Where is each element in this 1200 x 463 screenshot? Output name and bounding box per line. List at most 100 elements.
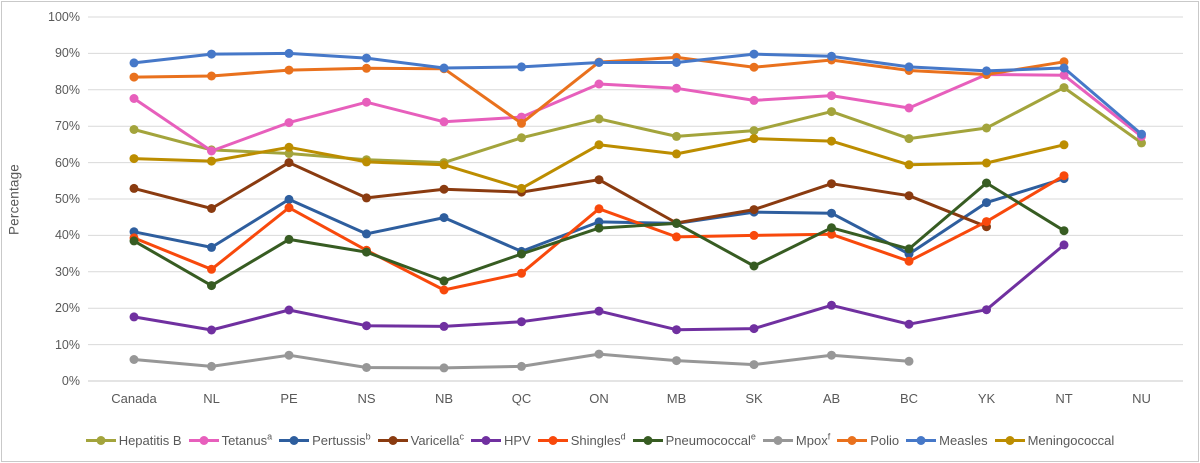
- data-point-pneumococcal-ON: [594, 223, 604, 233]
- data-point-tetanus-SK: [749, 95, 759, 105]
- data-point-shingles-PE: [284, 203, 294, 213]
- data-point-measles-QC: [517, 62, 526, 72]
- data-point-meningococcal-NS: [362, 157, 371, 167]
- data-point-varicella-ON: [594, 175, 604, 185]
- legend-superscript-mpox: f: [827, 431, 831, 442]
- series-line-hepatitis-b: [132, 86, 1143, 165]
- data-point-polio-NL: [207, 71, 216, 81]
- y-tick-label-40: 40%: [54, 228, 80, 243]
- data-point-tetanus-AB: [827, 91, 836, 101]
- data-point-shingles-QC: [517, 268, 526, 278]
- data-point-pneumococcal-PE: [284, 234, 294, 244]
- legend-marker-mpox: [762, 435, 793, 445]
- data-point-pneumococcal-NL: [207, 281, 216, 291]
- data-point-hepatitis-b-Canada: [129, 125, 139, 134]
- data-point-meningococcal-YK: [982, 158, 991, 168]
- data-point-meningococcal-AB: [827, 136, 836, 146]
- data-point-pertussis-NL: [207, 242, 216, 252]
- data-point-polio-NS: [362, 63, 371, 73]
- data-point-measles-AB: [827, 51, 836, 61]
- data-point-hpv-Canada: [129, 312, 139, 322]
- data-point-hpv-SK: [749, 324, 759, 334]
- data-point-shingles-ON: [594, 204, 604, 214]
- series-line-pertussis: [132, 177, 1066, 256]
- legend-item-hepatitis-b: Hepatitis B: [85, 433, 182, 448]
- legend-label-measles: Measles: [939, 432, 988, 448]
- legend-marker-tetanus: [188, 435, 219, 445]
- series-tetanus: [129, 70, 1146, 156]
- data-point-mpox-Canada: [129, 355, 139, 364]
- data-point-mpox-AB: [827, 350, 836, 360]
- series-line-pneumococcal: [132, 181, 1066, 288]
- x-axis-label-yk: YK: [977, 391, 996, 406]
- data-point-pneumococcal-NS: [362, 247, 371, 257]
- data-point-hepatitis-b-BC: [904, 134, 914, 144]
- x-axis-label-sk: SK: [745, 391, 763, 406]
- data-point-varicella-NL: [207, 204, 216, 213]
- y-tick-label-10: 10%: [54, 337, 80, 352]
- data-point-mpox-NL: [207, 361, 216, 371]
- legend-item-measles: Measles: [906, 432, 988, 448]
- data-point-pneumococcal-Canada: [129, 236, 139, 246]
- legend-marker-pneumococcal: [632, 435, 663, 445]
- series-hpv: [129, 240, 1069, 335]
- x-axis-label-nl: NL: [203, 391, 220, 406]
- data-point-varicella-PE: [284, 158, 294, 168]
- data-point-pneumococcal-AB: [827, 223, 836, 233]
- data-point-varicella-NB: [439, 184, 449, 194]
- data-point-pneumococcal-QC: [517, 249, 526, 259]
- data-point-varicella-SK: [749, 205, 759, 215]
- legend-item-tetanus: Tetanusa: [188, 431, 273, 448]
- data-point-pneumococcal-YK: [982, 178, 991, 188]
- x-axis-label-ns: NS: [357, 391, 376, 406]
- data-point-measles-SK: [749, 49, 759, 59]
- series-line-measles: [132, 51, 1143, 136]
- data-point-hepatitis-b-MB: [672, 131, 681, 141]
- data-point-shingles-NL: [207, 264, 216, 274]
- data-point-tetanus-BC: [904, 103, 914, 113]
- legend-marker-measles: [906, 435, 937, 445]
- data-point-hpv-BC: [904, 319, 914, 329]
- data-point-hepatitis-b-NT: [1059, 83, 1069, 93]
- data-point-mpox-BC: [904, 356, 914, 366]
- y-tick-label-90: 90%: [54, 46, 80, 61]
- data-point-shingles-NB: [439, 285, 449, 295]
- data-point-pneumococcal-NT: [1059, 226, 1069, 236]
- data-point-measles-NS: [362, 53, 371, 63]
- data-point-pertussis-AB: [827, 208, 836, 218]
- legend-item-varicella: Varicellac: [377, 431, 464, 448]
- legend-label-varicella: Varicellac: [410, 431, 464, 448]
- data-point-tetanus-NB: [439, 117, 449, 127]
- data-point-measles-YK: [982, 66, 991, 76]
- data-point-meningococcal-SK: [749, 134, 759, 144]
- data-point-polio-SK: [749, 62, 759, 72]
- data-point-polio-NT: [1059, 57, 1069, 67]
- data-point-hpv-NL: [207, 325, 216, 335]
- series-line-shingles: [132, 174, 1066, 292]
- legend-label-tetanus: Tetanusa: [221, 431, 273, 448]
- data-point-hepatitis-b-NU: [1137, 138, 1146, 148]
- series-line-hpv: [132, 243, 1066, 332]
- data-point-hepatitis-b-SK: [749, 126, 759, 136]
- legend-item-shingles: Shinglesd: [537, 432, 626, 448]
- data-point-pneumococcal-NB: [439, 276, 449, 286]
- data-point-tetanus-PE: [284, 118, 294, 128]
- data-point-measles-NL: [207, 49, 216, 59]
- data-point-mpox-ON: [594, 349, 604, 359]
- data-point-meningococcal-ON: [594, 140, 604, 150]
- series-pertussis: [129, 174, 1069, 259]
- data-point-pertussis-YK: [982, 198, 991, 208]
- data-point-tetanus-ON: [594, 79, 604, 89]
- y-tick-label-50: 50%: [54, 192, 80, 206]
- legend-marker-meningococcal: [994, 435, 1025, 445]
- legend-item-pertussis: Pertussisb: [279, 432, 371, 448]
- data-point-polio-QC: [517, 118, 526, 128]
- data-point-tetanus-NT: [1059, 70, 1069, 80]
- legend-marker-polio: [837, 435, 868, 445]
- data-point-hpv-YK: [982, 305, 991, 315]
- data-point-meningococcal-MB: [672, 149, 681, 159]
- series-meningococcal: [129, 134, 1069, 193]
- data-point-pertussis-PE: [284, 194, 294, 204]
- chart-legend: Hepatitis B Tetanusa Pertussisb Varicellac H…: [0, 429, 1200, 451]
